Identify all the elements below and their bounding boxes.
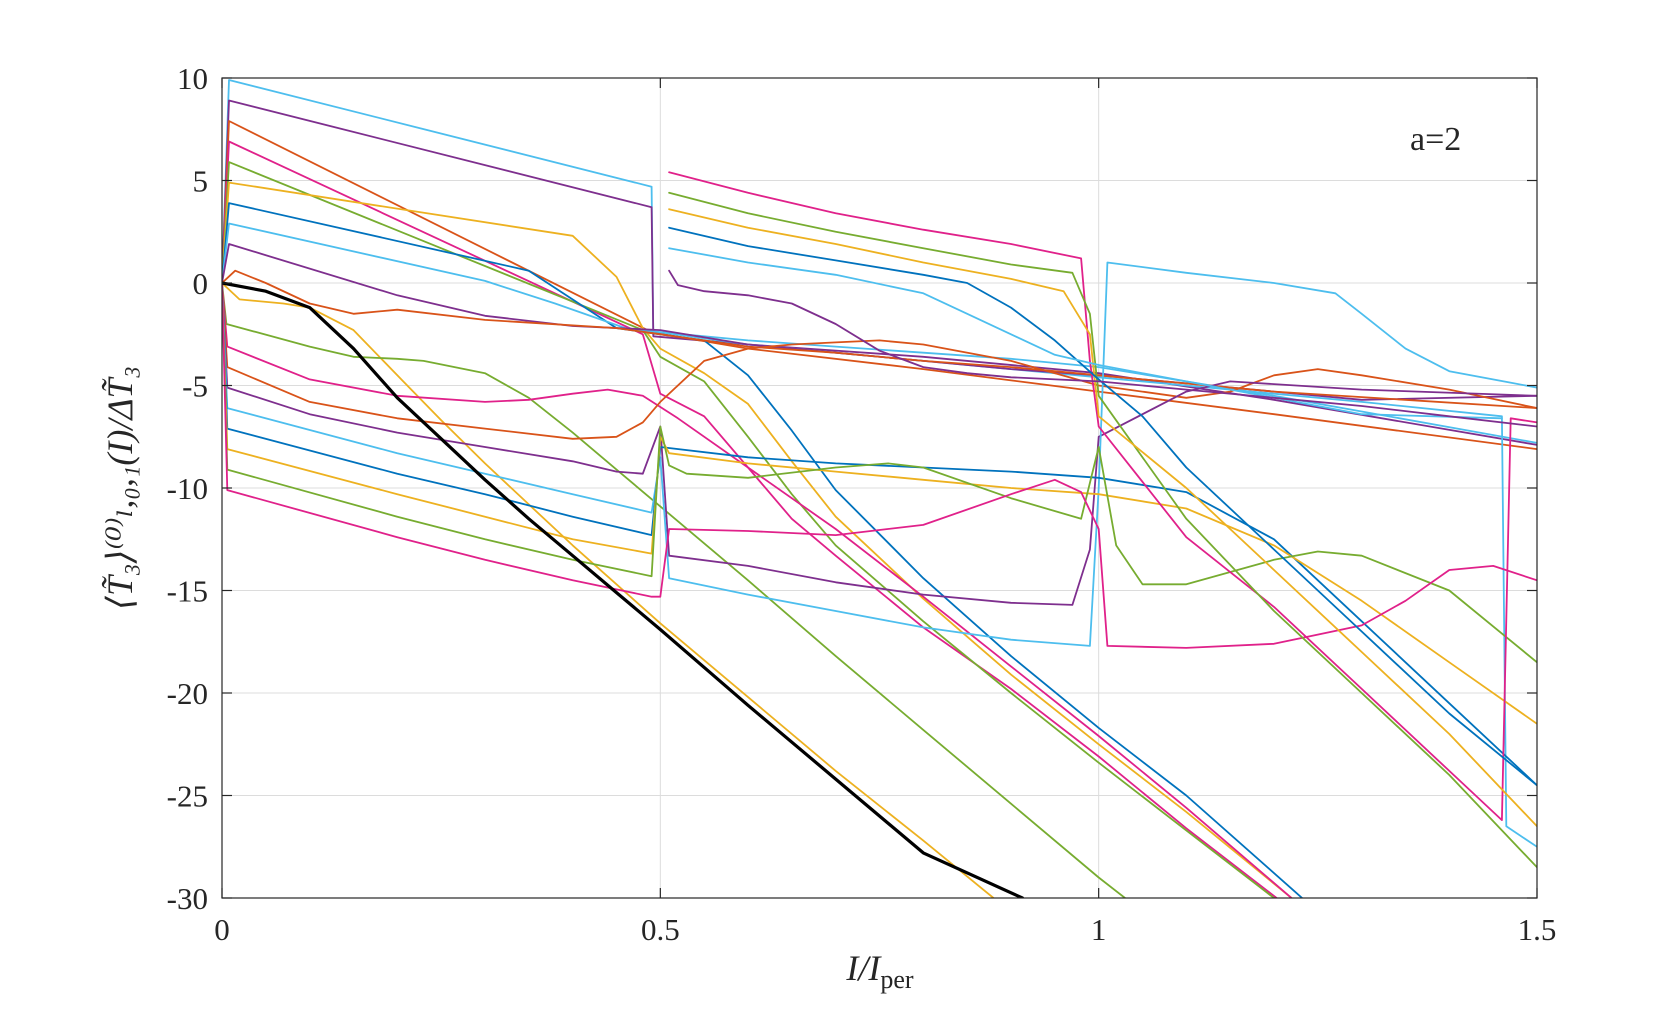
series-line-bot-7 (222, 282, 1537, 787)
series-layer (222, 79, 1537, 898)
x-tick-label: 1 (1091, 912, 1107, 947)
series-line-top-8 (222, 120, 1537, 451)
series-line-mid-orange (668, 208, 1537, 828)
series-line-bot-1 (222, 282, 995, 898)
series-line-bot-5 (222, 282, 1537, 606)
x-tick-label: 0.5 (641, 912, 680, 947)
series-line-mid-magenta (668, 171, 1537, 821)
y-tick-label: -15 (167, 574, 208, 609)
series-line-bot-4 (222, 282, 1537, 440)
y-tick-label: -20 (167, 676, 208, 711)
series-line-bot-10 (222, 282, 1537, 649)
series-line-top-6 (222, 161, 1275, 898)
series-line-mid-cyan (668, 247, 1503, 420)
series-line-mid-purple (668, 269, 1537, 428)
y-tick-label: 0 (193, 266, 209, 301)
series-line-mid-green (668, 191, 1537, 869)
y-tick-label: -25 (167, 779, 208, 814)
annotation-label: a=2 (1410, 121, 1461, 158)
series-line-black (222, 281, 1025, 898)
y-axis-label: ⟨T̃₃⟩⁽⁰⁾ₗ,₀,₁(I)/ΔT̃₃ (100, 366, 140, 610)
series-line-bot-8 (222, 282, 1537, 725)
series-line-top-7 (222, 140, 1278, 898)
x-axis-label-sub: per (880, 965, 914, 994)
y-tick-label: -5 (182, 369, 208, 404)
series-line-bot-2 (222, 282, 1126, 898)
y-tick-label: -10 (167, 471, 208, 506)
series-line-bot-6 (222, 261, 1537, 647)
series-line-top-9 (222, 99, 1537, 446)
series-line-top-5 (222, 181, 1293, 898)
series-line-mid-blue (668, 226, 1537, 787)
y-tick-label: -30 (167, 881, 208, 916)
y-tick-label: 10 (177, 61, 208, 96)
grid (221, 77, 1538, 899)
x-axis-label: I/Iper (845, 948, 914, 994)
series-line-top-4 (222, 202, 1303, 898)
series-line-top-1 (222, 269, 1537, 410)
x-tick-label: 1.5 (1518, 912, 1557, 947)
series-line-bot-9 (222, 282, 1537, 664)
series-line-bot-3 (222, 282, 1293, 898)
axis-ticks: 0 0.5 1 1.5 10 5 0 -5 -10 -15 -20 -25 -30 (167, 61, 1557, 947)
x-tick-label: 0 (214, 912, 230, 947)
series-line-top-10 (222, 79, 1537, 444)
y-tick-label: 5 (193, 164, 209, 199)
x-axis-label-main: I/I (845, 948, 882, 988)
